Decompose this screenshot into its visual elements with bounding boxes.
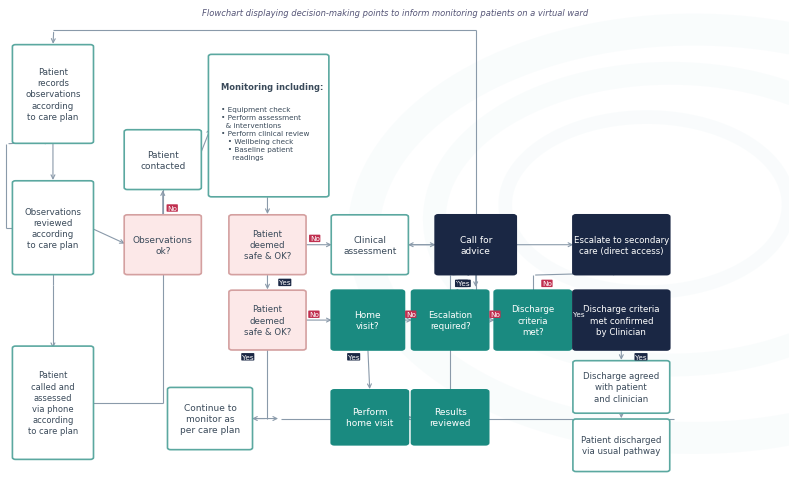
Text: No: No bbox=[542, 281, 552, 287]
Text: Yes: Yes bbox=[279, 280, 291, 286]
Text: Perform
home visit: Perform home visit bbox=[346, 407, 393, 427]
Text: Observations
reviewed
according
to care plan: Observations reviewed according to care … bbox=[24, 207, 81, 249]
FancyBboxPatch shape bbox=[331, 390, 408, 445]
Text: Yes: Yes bbox=[635, 354, 647, 360]
Text: Yes: Yes bbox=[456, 281, 468, 287]
Text: Escalate to secondary
care (direct access): Escalate to secondary care (direct acces… bbox=[574, 235, 669, 255]
Text: • Equipment check
• Perform assessment
  & interventions
• Perform clinical revi: • Equipment check • Perform assessment &… bbox=[220, 106, 309, 160]
FancyBboxPatch shape bbox=[229, 215, 306, 275]
FancyBboxPatch shape bbox=[209, 55, 329, 198]
FancyBboxPatch shape bbox=[124, 130, 201, 190]
Text: Discharge
criteria
met?: Discharge criteria met? bbox=[511, 305, 555, 336]
FancyBboxPatch shape bbox=[495, 290, 571, 350]
Text: Flowchart displaying decision-making points to inform monitoring patients on a v: Flowchart displaying decision-making poi… bbox=[202, 9, 588, 18]
Text: Escalation
required?: Escalation required? bbox=[428, 310, 472, 330]
Text: Patient
contacted: Patient contacted bbox=[140, 150, 186, 170]
Text: Patient
records
observations
according
to care plan: Patient records observations according t… bbox=[25, 68, 81, 122]
FancyBboxPatch shape bbox=[435, 215, 516, 275]
FancyBboxPatch shape bbox=[331, 290, 404, 350]
Text: Clinical
assessment: Clinical assessment bbox=[343, 235, 397, 255]
Text: Call for
advice: Call for advice bbox=[460, 235, 492, 255]
Text: Discharge agreed
with patient
and clinician: Discharge agreed with patient and clinic… bbox=[583, 371, 660, 403]
FancyBboxPatch shape bbox=[124, 215, 201, 275]
FancyBboxPatch shape bbox=[13, 346, 93, 459]
FancyBboxPatch shape bbox=[412, 390, 489, 445]
Text: No: No bbox=[309, 312, 319, 318]
Text: No: No bbox=[310, 236, 320, 242]
Text: No: No bbox=[490, 312, 500, 318]
Text: Patient
deemed
safe & OK?: Patient deemed safe & OK? bbox=[244, 305, 291, 336]
Text: Results
reviewed: Results reviewed bbox=[429, 407, 471, 427]
FancyBboxPatch shape bbox=[229, 290, 306, 350]
FancyBboxPatch shape bbox=[573, 419, 670, 471]
Text: Monitoring including:: Monitoring including: bbox=[220, 83, 323, 92]
Text: Home
visit?: Home visit? bbox=[355, 310, 381, 330]
Text: Yes: Yes bbox=[242, 354, 254, 360]
FancyBboxPatch shape bbox=[167, 387, 253, 450]
FancyBboxPatch shape bbox=[573, 290, 670, 350]
Text: Yes: Yes bbox=[458, 281, 470, 287]
Text: No: No bbox=[406, 312, 416, 318]
Text: Patient discharged
via usual pathway: Patient discharged via usual pathway bbox=[581, 435, 661, 455]
Text: Observations
ok?: Observations ok? bbox=[133, 235, 193, 255]
FancyBboxPatch shape bbox=[13, 45, 93, 144]
FancyBboxPatch shape bbox=[573, 361, 670, 413]
Text: Discharge criteria
met confirmed
by Clinician: Discharge criteria met confirmed by Clin… bbox=[583, 305, 660, 336]
FancyBboxPatch shape bbox=[331, 215, 408, 275]
Text: No: No bbox=[167, 205, 177, 212]
Text: Patient
deemed
safe & OK?: Patient deemed safe & OK? bbox=[244, 230, 291, 261]
FancyBboxPatch shape bbox=[573, 215, 670, 275]
Text: Yes: Yes bbox=[574, 312, 585, 318]
Text: Patient
called and
assessed
via phone
according
to care plan: Patient called and assessed via phone ac… bbox=[28, 371, 78, 435]
Text: Yes: Yes bbox=[348, 354, 359, 360]
FancyBboxPatch shape bbox=[13, 182, 93, 275]
Text: Continue to
monitor as
per care plan: Continue to monitor as per care plan bbox=[180, 403, 240, 434]
FancyBboxPatch shape bbox=[412, 290, 489, 350]
